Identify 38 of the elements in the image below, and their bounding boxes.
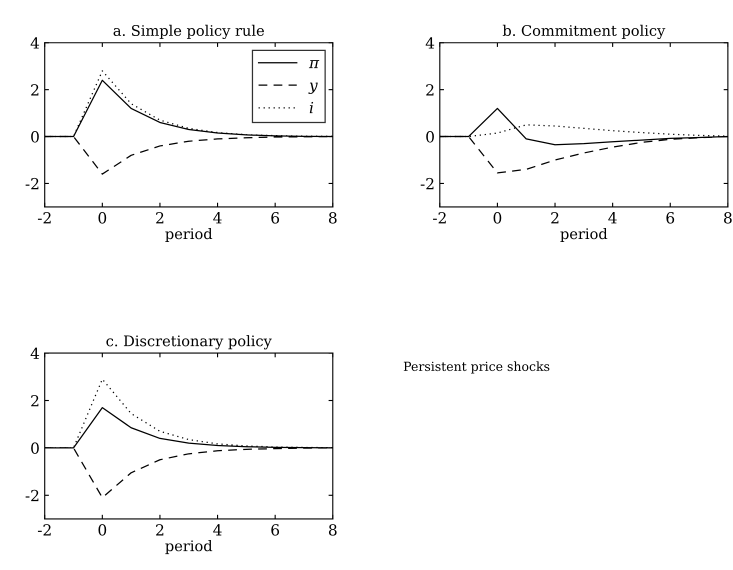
- chart-title: c. Discretionary policy: [106, 335, 272, 350]
- x-tick-label: 0: [98, 524, 106, 536]
- x-tick-label: 2: [551, 212, 558, 224]
- x-tick-label: 4: [608, 212, 617, 224]
- x-axis-title: period: [165, 540, 212, 554]
- x-axis-title: period: [165, 228, 212, 242]
- x-tick-label: 6: [271, 212, 280, 224]
- x-tick-label: -2: [433, 212, 446, 224]
- y-tick-label: 2: [31, 84, 38, 96]
- y-tick-label: 0: [31, 442, 39, 454]
- text: Persistent price shocks: [404, 361, 550, 374]
- legend-label: i: [310, 102, 314, 114]
- legend-label: π: [308, 60, 320, 68]
- y-tick-label: -2: [26, 178, 38, 190]
- x-tick-label: 4: [213, 212, 222, 224]
- x-tick-label: 8: [328, 212, 337, 224]
- y-tick-label: 4: [30, 37, 40, 49]
- x-axis-title: period: [560, 228, 608, 242]
- x-tick-label: 2: [156, 524, 164, 536]
- y-tick-label: 2: [31, 394, 38, 406]
- y-tick-label: 4: [30, 348, 40, 359]
- x-tick-label: 2: [156, 212, 164, 224]
- y-tick-label: 2: [426, 84, 434, 96]
- y-tick-label: 0: [31, 131, 39, 143]
- x-tick-label: 6: [271, 524, 280, 536]
- legend-label: y: [308, 82, 318, 94]
- chart-title: a. Simple policy rule: [114, 24, 264, 40]
- y-tick-label: 4: [426, 37, 434, 49]
- x-tick-label: 8: [724, 212, 732, 224]
- x-tick-label: 0: [494, 212, 502, 224]
- x-tick-label: 6: [666, 212, 674, 224]
- x-tick-label: 0: [98, 212, 106, 224]
- x-tick-label: 4: [213, 524, 222, 536]
- chart-title: b. Commitment policy: [502, 24, 666, 40]
- y-tick-label: 0: [426, 131, 434, 143]
- y-tick-label: -2: [420, 178, 434, 190]
- y-tick-label: -2: [26, 490, 38, 502]
- x-tick-label: 8: [328, 524, 337, 536]
